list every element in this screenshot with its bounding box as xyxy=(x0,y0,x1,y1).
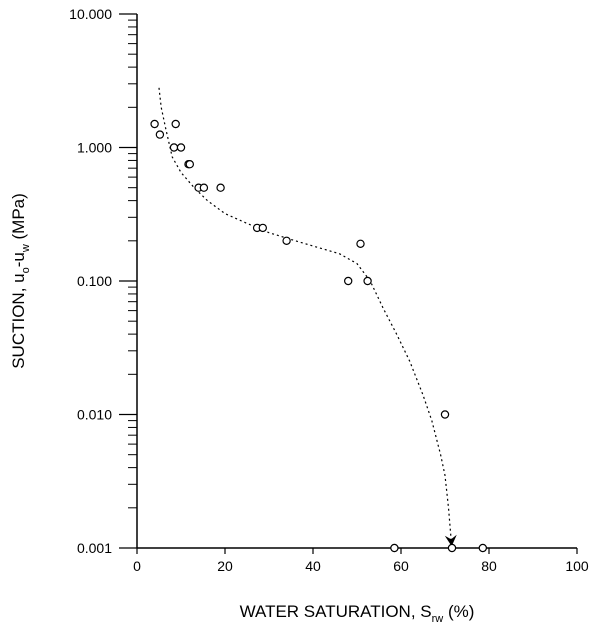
y-axis-title-tail: (MPa) xyxy=(9,193,28,244)
data-point xyxy=(150,119,159,129)
data-point xyxy=(344,276,353,286)
trend-curve-dotted xyxy=(158,87,457,547)
y-axis-title-mid: -u xyxy=(9,252,28,267)
x-tick-label: 20 xyxy=(217,558,233,574)
x-axis-title: WATER SATURATION, Srw (%) xyxy=(240,602,475,625)
x-tick-label: 80 xyxy=(481,558,497,574)
data-point xyxy=(258,223,267,233)
x-axis-title-sub: rw xyxy=(432,613,444,625)
data-point xyxy=(447,543,457,553)
data-point xyxy=(171,119,180,129)
x-tick-label: 0 xyxy=(133,558,141,574)
x-axis-title-tail: (%) xyxy=(443,602,474,621)
data-point xyxy=(176,143,186,152)
x-tick-label: 40 xyxy=(305,558,321,574)
data-point xyxy=(185,159,194,169)
data-point xyxy=(478,543,487,553)
data-points xyxy=(150,119,487,553)
y-tick-label: 0.010 xyxy=(77,407,112,423)
y-tick-label: 0.100 xyxy=(77,273,112,289)
data-point xyxy=(356,239,365,248)
data-point xyxy=(363,276,372,286)
x-tick-label: 100 xyxy=(565,558,589,574)
y-ticks: 10.000 1.000 0.100 0.010 0.001 xyxy=(69,6,137,556)
y-axis-title-pre: SUCTION, u xyxy=(9,273,28,368)
data-point xyxy=(199,183,209,192)
data-point xyxy=(390,543,399,553)
y-tick-label: 10.000 xyxy=(69,6,112,22)
y-minor-ticks xyxy=(128,19,137,509)
data-point xyxy=(155,130,165,139)
data-point xyxy=(216,183,225,192)
y-axis-title-sub2: w xyxy=(20,244,32,253)
y-axis-title: SUCTION, uo-uw (MPa) xyxy=(9,193,32,369)
y-tick-label: 0.001 xyxy=(77,540,112,556)
x-tick-label: 60 xyxy=(393,558,409,574)
x-axis-title-main: WATER SATURATION, S xyxy=(240,602,432,621)
data-point xyxy=(440,410,450,419)
data-point xyxy=(282,236,291,245)
axes xyxy=(136,14,577,549)
x-ticks: 0 20 40 60 80 100 xyxy=(133,548,589,574)
y-axis-title-sub1: o xyxy=(20,267,32,273)
y-tick-label: 1.000 xyxy=(77,140,112,156)
data-point xyxy=(169,143,179,152)
